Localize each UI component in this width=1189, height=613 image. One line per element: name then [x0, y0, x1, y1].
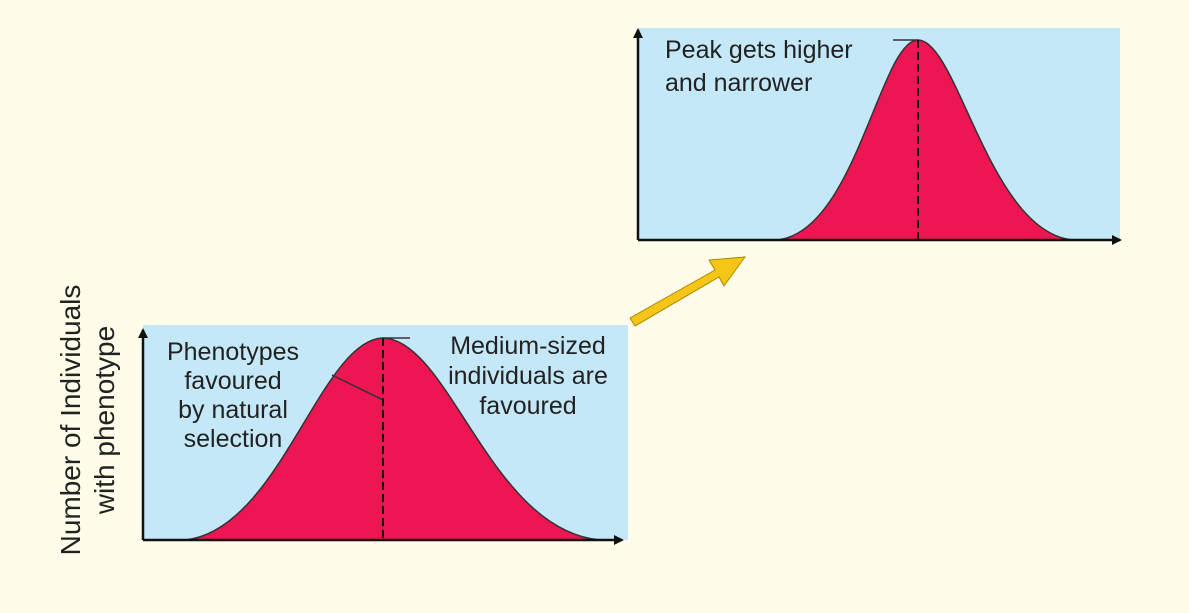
- annotation: and narrower: [665, 69, 812, 97]
- annotation: Medium-sized: [450, 332, 606, 360]
- annotation: favoured: [479, 392, 576, 420]
- annotation: Peak gets higher: [665, 36, 853, 64]
- annotation: individuals are: [448, 362, 608, 390]
- annotation: by natural: [178, 396, 288, 424]
- pointer: [331, 374, 384, 401]
- annotation: favoured: [184, 367, 281, 395]
- y-axis-label-line: with phenotype: [89, 326, 120, 515]
- y-axis-label-line: Number of Individuals: [55, 285, 86, 556]
- transition-arrow: [629, 256, 747, 327]
- annotation: Phenotypes: [167, 338, 299, 366]
- y-axis-label: Number of Individuals with phenotype: [55, 285, 120, 556]
- annotation: selection: [184, 425, 283, 453]
